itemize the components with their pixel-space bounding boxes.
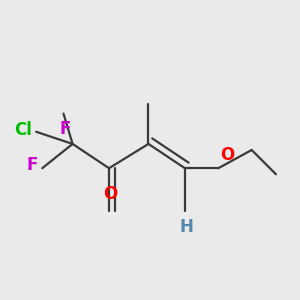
Text: O: O: [103, 185, 118, 203]
Text: H: H: [179, 218, 194, 236]
Text: F: F: [59, 120, 71, 138]
Text: O: O: [220, 146, 234, 164]
Text: Cl: Cl: [14, 121, 32, 139]
Text: F: F: [26, 156, 38, 174]
